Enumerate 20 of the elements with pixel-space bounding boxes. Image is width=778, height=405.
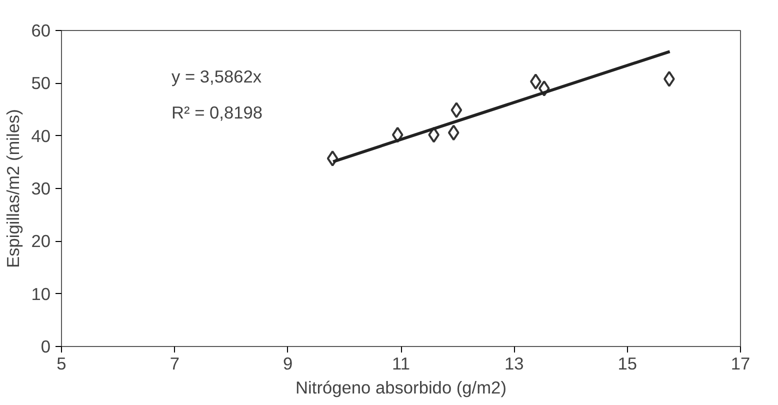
y-tick-label: 40 (31, 126, 51, 146)
point (450, 102, 462, 118)
y-tick-label: 30 (31, 178, 51, 198)
y-tick-label: 60 (31, 20, 51, 40)
y-tick-label: 0 (40, 336, 51, 356)
x-tick-label: 11 (392, 354, 410, 374)
x-axis-title: Nitrógeno absorbido (g/m2) (296, 378, 506, 398)
x-tick-label: 9 (283, 354, 293, 374)
y-tick-label: 20 (31, 231, 51, 252)
annotation: y = 3,5862x (172, 66, 262, 86)
x-tick-label: 7 (170, 354, 180, 374)
x-tick-label: 15 (618, 354, 637, 374)
y-tick-label: 10 (31, 284, 51, 304)
x-tick-label: 17 (730, 354, 750, 374)
point (448, 124, 460, 141)
x-tick-label: 13 (504, 354, 524, 374)
x-tick-label: 5 (56, 354, 66, 374)
y-axis-title: Espigillas/m2 (miles) (3, 109, 24, 268)
annotation: R² = 0,8198 (172, 102, 263, 122)
y-tick-label: 50 (31, 73, 51, 94)
